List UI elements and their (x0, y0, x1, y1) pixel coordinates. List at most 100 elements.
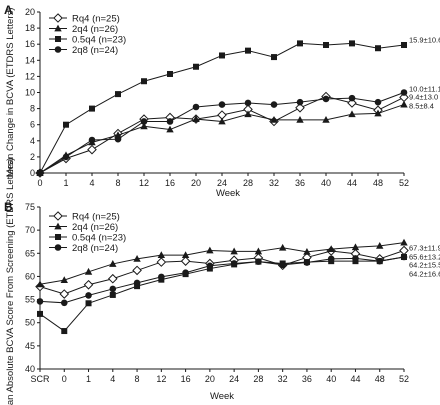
data-point (278, 243, 287, 251)
y-tick-label: 60 (25, 271, 35, 281)
series-0 (35, 245, 409, 299)
x-tick-label: 8 (115, 178, 120, 188)
x-tick-label: 16 (181, 374, 191, 384)
data-point (219, 52, 225, 59)
data-point (109, 291, 116, 298)
data-point (37, 310, 43, 317)
legend-label: 2q8 (n=24) (72, 243, 118, 254)
x-tick-label: 32 (278, 374, 288, 384)
legend-label: 2q8 (n=24) (72, 45, 118, 56)
legend: Rq4 (n=25)2q4 (n=26)0.5q4 (n=23)2q8 (n=2… (49, 211, 126, 254)
end-value-label: 65.6±13.2 (409, 253, 440, 262)
data-point (84, 267, 93, 275)
data-point (61, 328, 68, 335)
x-tick-label: 8 (135, 374, 140, 384)
y-tick-label: 45 (25, 341, 35, 351)
x-tick-label: 48 (375, 374, 385, 384)
data-point (230, 247, 238, 255)
x-tick-label: 24 (229, 374, 239, 384)
data-point (206, 262, 214, 270)
legend-marker (53, 211, 63, 221)
x-tick-label: 12 (156, 374, 166, 384)
data-point (114, 131, 122, 139)
data-point (141, 78, 147, 85)
x-tick-label: 36 (302, 374, 312, 384)
series-1 (36, 238, 408, 288)
data-point (36, 298, 44, 305)
data-point (297, 40, 303, 47)
x-tick-label: 40 (326, 374, 336, 384)
data-point (348, 94, 356, 102)
data-point (303, 259, 311, 266)
data-point (400, 89, 408, 96)
data-point (87, 144, 97, 155)
x-tick-label: SCR (30, 374, 50, 384)
data-point (192, 115, 200, 122)
data-point (88, 136, 96, 144)
data-point (181, 251, 190, 259)
data-point (244, 110, 252, 118)
data-point (114, 135, 122, 143)
data-point (296, 115, 304, 123)
data-point (140, 122, 148, 130)
panel-label: A (4, 3, 13, 17)
data-point (271, 54, 277, 61)
data-point (60, 276, 68, 284)
data-point (167, 70, 173, 77)
series-2 (37, 40, 407, 176)
data-point (352, 255, 359, 262)
y-tick-label: 14 (25, 55, 35, 65)
x-axis-title: Week (210, 391, 234, 402)
data-point (327, 255, 335, 263)
data-point (254, 247, 263, 255)
x-tick-label: 40 (321, 178, 331, 188)
y-tick-label: 6 (30, 120, 35, 130)
y-tick-label: 12 (25, 71, 35, 81)
data-point (376, 257, 384, 265)
y-tick-label: 0 (30, 168, 35, 178)
data-point (348, 110, 356, 118)
x-tick-label: 28 (253, 374, 263, 384)
legend-label: Rq4 (n=25) (72, 212, 120, 223)
legend-label: Rq4 (n=25) (72, 14, 120, 25)
legend-marker (54, 222, 62, 230)
y-tick-label: 16 (25, 39, 35, 49)
data-point (374, 98, 382, 106)
data-point (400, 253, 408, 261)
x-tick-label: 52 (399, 178, 409, 188)
data-point (351, 243, 360, 251)
data-point (107, 273, 118, 284)
data-point (115, 91, 121, 98)
data-point (89, 105, 95, 112)
y-tick-label: 55 (25, 295, 35, 305)
data-point (399, 245, 409, 256)
x-tick-label: 20 (191, 178, 201, 188)
data-point (245, 47, 251, 54)
series-3 (36, 89, 408, 177)
data-point (192, 103, 200, 111)
x-tick-label: 12 (139, 178, 149, 188)
end-value-label: 9.4±13.0 (409, 93, 438, 102)
legend-label: 2q4 (n=26) (72, 222, 118, 233)
x-axis-title: Week (216, 188, 240, 199)
data-point (182, 269, 189, 277)
data-point (36, 280, 44, 288)
data-point (180, 256, 191, 266)
data-point (85, 292, 92, 299)
data-point (158, 273, 165, 281)
data-point (83, 279, 94, 290)
data-point (62, 153, 70, 161)
data-point (270, 101, 278, 108)
data-point (156, 257, 167, 267)
data-point (218, 101, 226, 108)
data-point (133, 279, 141, 287)
data-point (109, 260, 117, 267)
data-point (400, 238, 408, 246)
legend-marker (54, 24, 62, 32)
end-value-label: 64.2±16.6 (409, 270, 440, 279)
legend-marker (53, 13, 63, 23)
x-tick-label: 1 (63, 178, 68, 188)
